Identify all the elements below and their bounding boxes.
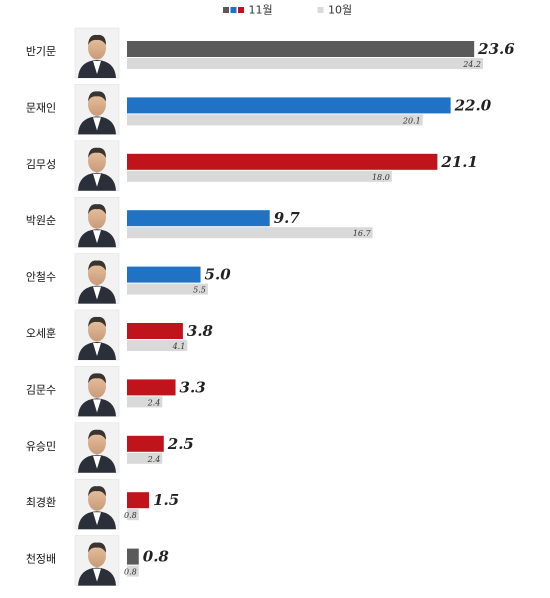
row-최경환: 최경환 1.5 0.8 [26,478,179,530]
value-label-nov: 0.8 [143,548,170,566]
bar-oct [127,452,163,464]
bar-nov [127,153,438,170]
bar-nov [127,435,164,452]
candidate-name: 문재인 [26,101,56,114]
value-label-oct: 0.8 [124,568,137,577]
bar-oct [127,283,208,295]
candidate-name: 유승민 [26,440,56,453]
legend-swatch [230,7,237,13]
candidate-photo [74,535,120,586]
bar-nov [127,266,201,283]
candidate-name: 김무성 [26,158,56,171]
bar-oct [127,170,392,182]
row-김문수: 김문수 3.3 2.4 [26,366,206,417]
bar-nov [127,548,139,565]
row-유승민: 유승민 2.5 2.4 [26,422,194,474]
row-박원순: 박원순 9.7 16.7 [26,196,373,248]
candidate-name: 오세훈 [26,327,56,340]
legend-swatch [238,7,244,13]
legend-label: 11월 [249,4,273,17]
value-label-oct: 2.4 [147,455,161,464]
value-label-oct: 5.5 [193,286,206,295]
candidate-name: 김문수 [26,383,56,396]
value-label-oct: 20.1 [402,116,421,125]
bar-oct [127,58,483,69]
chart-rows: 반기문 23.6 24.2 문재인 22.0 20.1 김무성 21.1 18.0 박원순 9.7 1… [26,27,515,586]
value-label-nov: 22.0 [454,96,492,114]
value-label-nov: 5.0 [205,266,232,284]
candidate-photo [74,84,120,135]
bar-oct [127,509,139,521]
candidate-photo [74,196,120,248]
bar-oct [127,340,188,351]
bar-oct [127,227,373,239]
row-김무성: 김무성 21.1 18.0 [26,140,478,192]
value-label-oct: 0.8 [124,511,137,520]
candidate-name: 천정배 [26,552,56,566]
value-label-oct: 4.1 [172,342,186,351]
value-label-nov: 9.7 [274,209,301,227]
value-label-oct: 16.7 [353,229,372,238]
candidate-photo [74,366,120,417]
bar-nov [127,323,183,339]
legend-swatch [223,7,229,13]
value-label-nov: 3.8 [187,322,214,340]
value-label-nov: 23.6 [477,40,515,58]
bar-oct [127,565,139,577]
candidate-name: 최경환 [26,496,56,509]
bar-nov [127,379,176,396]
value-label-oct: 18.0 [372,173,390,182]
row-오세훈: 오세훈 3.84.1 [26,309,214,361]
candidate-name: 반기문 [26,45,56,58]
value-label-nov: 1.5 [153,491,179,509]
legend-label: 10월 [328,4,352,17]
candidate-photo [74,27,120,79]
row-안철수: 안철수 5.0 5.5 [26,253,232,304]
candidate-photo [74,140,120,192]
bar-nov [127,41,475,57]
value-label-nov: 21.1 [440,153,478,171]
candidate-photo [74,478,120,530]
candidate-photo [74,309,120,361]
bar-oct [127,396,163,408]
candidate-name: 안철수 [26,271,56,284]
candidate-photo [74,253,120,304]
legend-swatch [317,7,324,13]
row-문재인: 문재인 22.0 20.1 [26,84,492,135]
candidate-photo [74,422,120,474]
candidate-name: 박원순 [26,214,56,227]
bar-nov [127,210,270,227]
value-label-oct: 2.4 [147,398,161,407]
bar-nov [127,97,451,114]
row-천정배: 천정배 0.8 0.8 [26,535,170,586]
bar-oct [127,114,423,126]
value-label-nov: 2.5 [167,435,194,453]
row-반기문: 반기문 23.6 24.2 [26,27,515,79]
value-label-nov: 3.3 [180,378,206,396]
legend: 11월 10월 [223,4,352,17]
bar-nov [127,492,150,509]
value-label-oct: 24.2 [462,60,481,69]
